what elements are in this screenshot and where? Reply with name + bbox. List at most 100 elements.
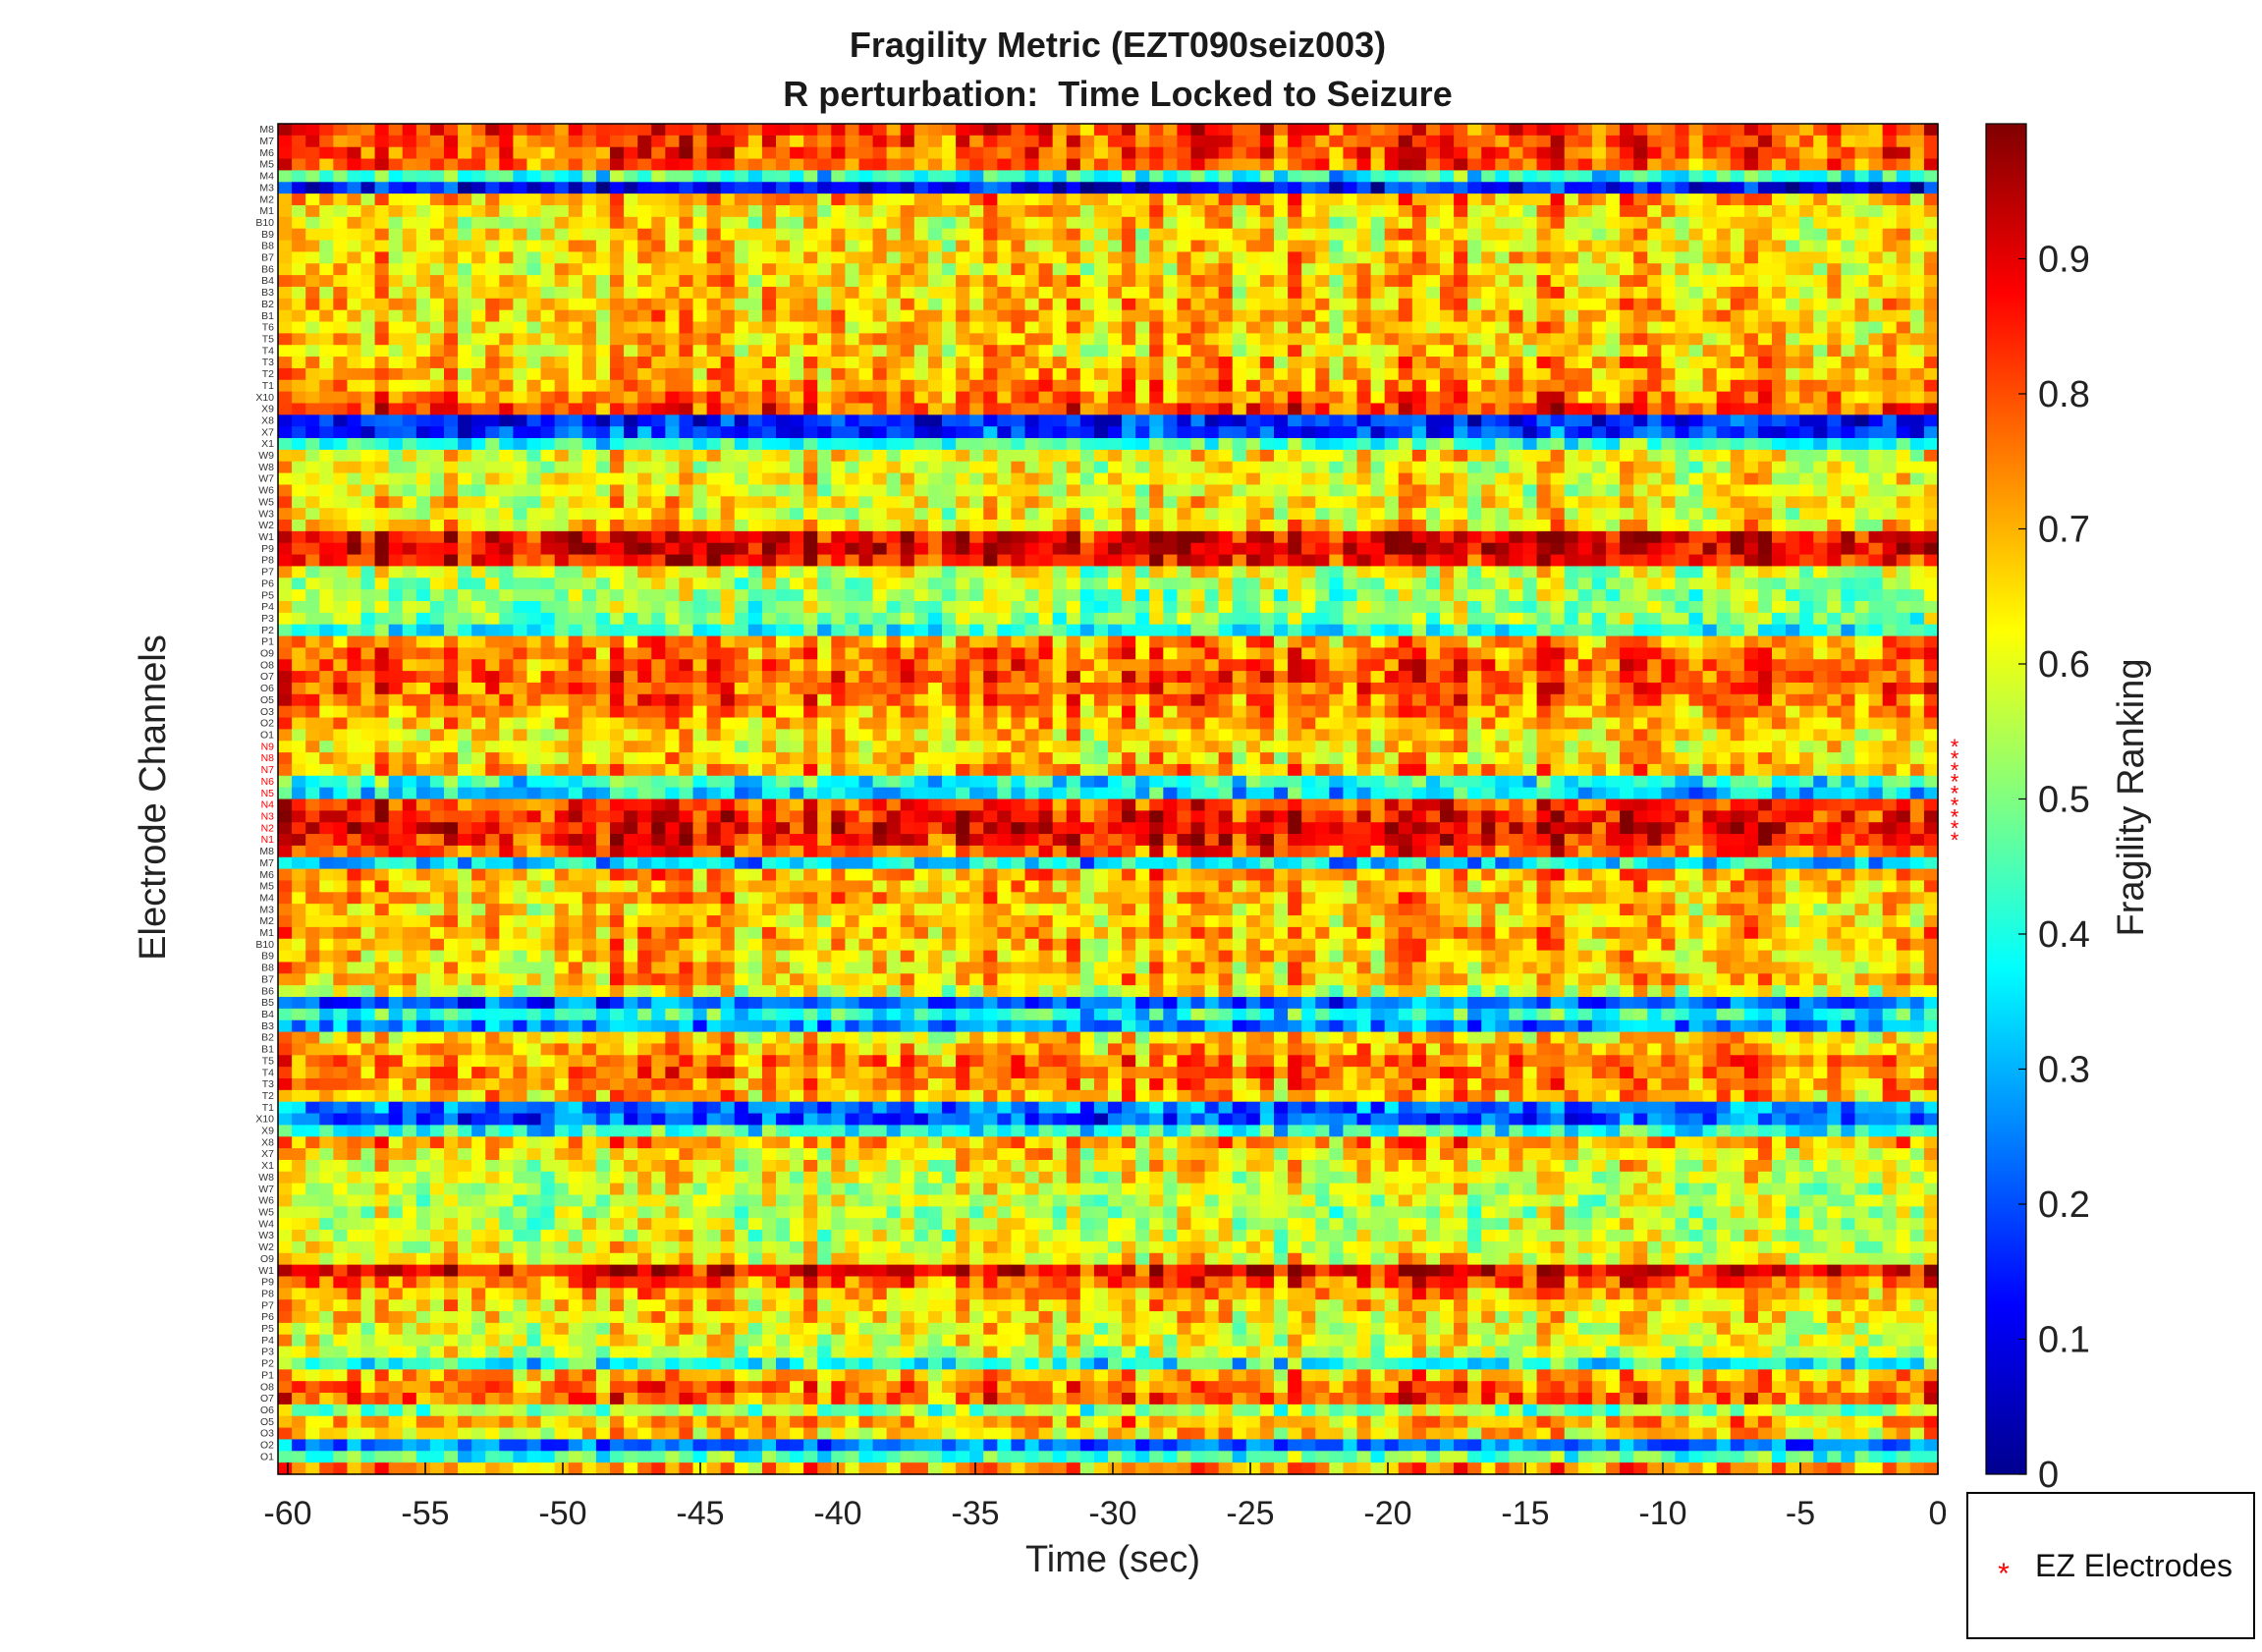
heatmap-cell (1329, 170, 1345, 183)
heatmap-cell (610, 530, 625, 544)
heatmap-cell (388, 240, 404, 252)
heatmap-cell (1454, 554, 1468, 568)
heatmap-cell (1743, 124, 1759, 137)
heatmap-cell (1716, 496, 1732, 509)
heatmap-cell (333, 426, 349, 439)
heatmap-cell (278, 438, 293, 451)
heatmap-cell (872, 554, 888, 568)
heatmap-cell (471, 135, 486, 148)
heatmap-cell (1024, 263, 1040, 276)
heatmap-cell (845, 124, 860, 137)
heatmap-cell (319, 321, 334, 334)
heatmap-cell (415, 379, 431, 393)
heatmap-cell (1688, 484, 1704, 497)
heatmap-cell (1661, 124, 1677, 137)
heatmap-cell (679, 508, 694, 521)
heatmap-cell (845, 182, 860, 194)
heatmap-cell (1509, 345, 1524, 358)
heatmap-cell (679, 182, 694, 194)
heatmap-cell (458, 263, 472, 276)
heatmap-cell (1620, 263, 1634, 276)
heatmap-cell (458, 193, 472, 206)
heatmap-cell (845, 566, 860, 578)
heatmap-cell (1398, 589, 1413, 602)
heatmap-cell (1495, 170, 1511, 183)
heatmap-cell (1343, 275, 1358, 288)
heatmap-cell (292, 530, 306, 544)
heatmap-cell (1398, 321, 1413, 334)
heatmap-cell (886, 321, 902, 334)
heatmap-cell (734, 438, 749, 451)
heatmap-cell (803, 542, 818, 556)
heatmap-cell (374, 345, 390, 358)
heatmap-cell (1868, 391, 1884, 405)
heatmap-cell (1633, 554, 1648, 568)
heatmap-cell (1481, 182, 1496, 194)
heatmap-cell (1743, 345, 1759, 358)
heatmap-cell (1259, 589, 1275, 602)
heatmap-cell (1038, 204, 1054, 218)
heatmap-cell (1716, 542, 1732, 556)
heatmap-cell (858, 600, 874, 614)
heatmap-cell (1108, 391, 1123, 405)
heatmap-cell (1038, 251, 1054, 264)
heatmap-cell (845, 520, 860, 532)
heatmap-cell (1841, 124, 1856, 137)
heatmap-cell (706, 379, 722, 393)
heatmap-cell (581, 403, 597, 415)
heatmap-cell (1343, 426, 1358, 439)
heatmap-cell (1716, 146, 1732, 160)
heatmap-cell (1218, 438, 1234, 451)
heatmap-cell (679, 357, 694, 369)
heatmap-cell (1315, 508, 1330, 521)
heatmap-cell (1509, 228, 1524, 242)
heatmap-cell (969, 193, 984, 206)
heatmap-cell (927, 566, 943, 578)
heatmap-cell (415, 275, 431, 288)
heatmap-cell (1633, 589, 1648, 602)
heatmap-cell (1536, 438, 1552, 451)
heatmap-cell (1827, 403, 1843, 415)
heatmap-cell (292, 309, 306, 323)
heatmap-cell (1757, 286, 1773, 300)
heatmap-cell (1813, 391, 1828, 405)
heatmap-cell (927, 333, 943, 346)
heatmap-cell (1274, 589, 1289, 602)
heatmap-cell (1066, 414, 1081, 427)
heatmap-cell (1591, 216, 1607, 230)
heatmap-cell (969, 438, 984, 451)
heatmap-cell (624, 251, 638, 264)
heatmap-cell (776, 566, 791, 578)
heatmap-cell (1093, 542, 1109, 556)
heatmap-cell (651, 461, 666, 474)
heatmap-cell (1177, 135, 1192, 148)
heatmap-cell (1343, 461, 1358, 474)
heatmap-cell (1177, 216, 1192, 230)
heatmap-cell (1620, 472, 1634, 486)
heatmap-cell (1259, 530, 1275, 544)
heatmap-cell (1190, 345, 1206, 358)
heatmap-cell (1730, 240, 1745, 252)
heatmap-cell (402, 228, 417, 242)
heatmap-cell (513, 554, 528, 568)
heatmap-cell (1536, 286, 1552, 300)
heatmap-cell (1038, 426, 1054, 439)
heatmap-cell (1923, 263, 1939, 276)
heatmap-cell (942, 449, 957, 463)
heatmap-cell (1204, 251, 1220, 264)
heatmap-cell (927, 530, 943, 544)
heatmap-cell (305, 472, 320, 486)
heatmap-cell (499, 554, 515, 568)
heatmap-cell (1577, 251, 1593, 264)
heatmap-cell (305, 251, 320, 264)
heatmap-cell (1204, 449, 1220, 463)
heatmap-cell (1923, 391, 1939, 405)
heatmap-cell (1909, 484, 1925, 497)
heatmap-cell (458, 345, 472, 358)
heatmap-cell (1245, 367, 1261, 381)
heatmap-cell (1163, 216, 1179, 230)
heatmap-cell (1149, 496, 1164, 509)
heatmap-cell (1149, 403, 1164, 415)
heatmap-cell (747, 484, 763, 497)
heatmap-cell (554, 298, 570, 311)
